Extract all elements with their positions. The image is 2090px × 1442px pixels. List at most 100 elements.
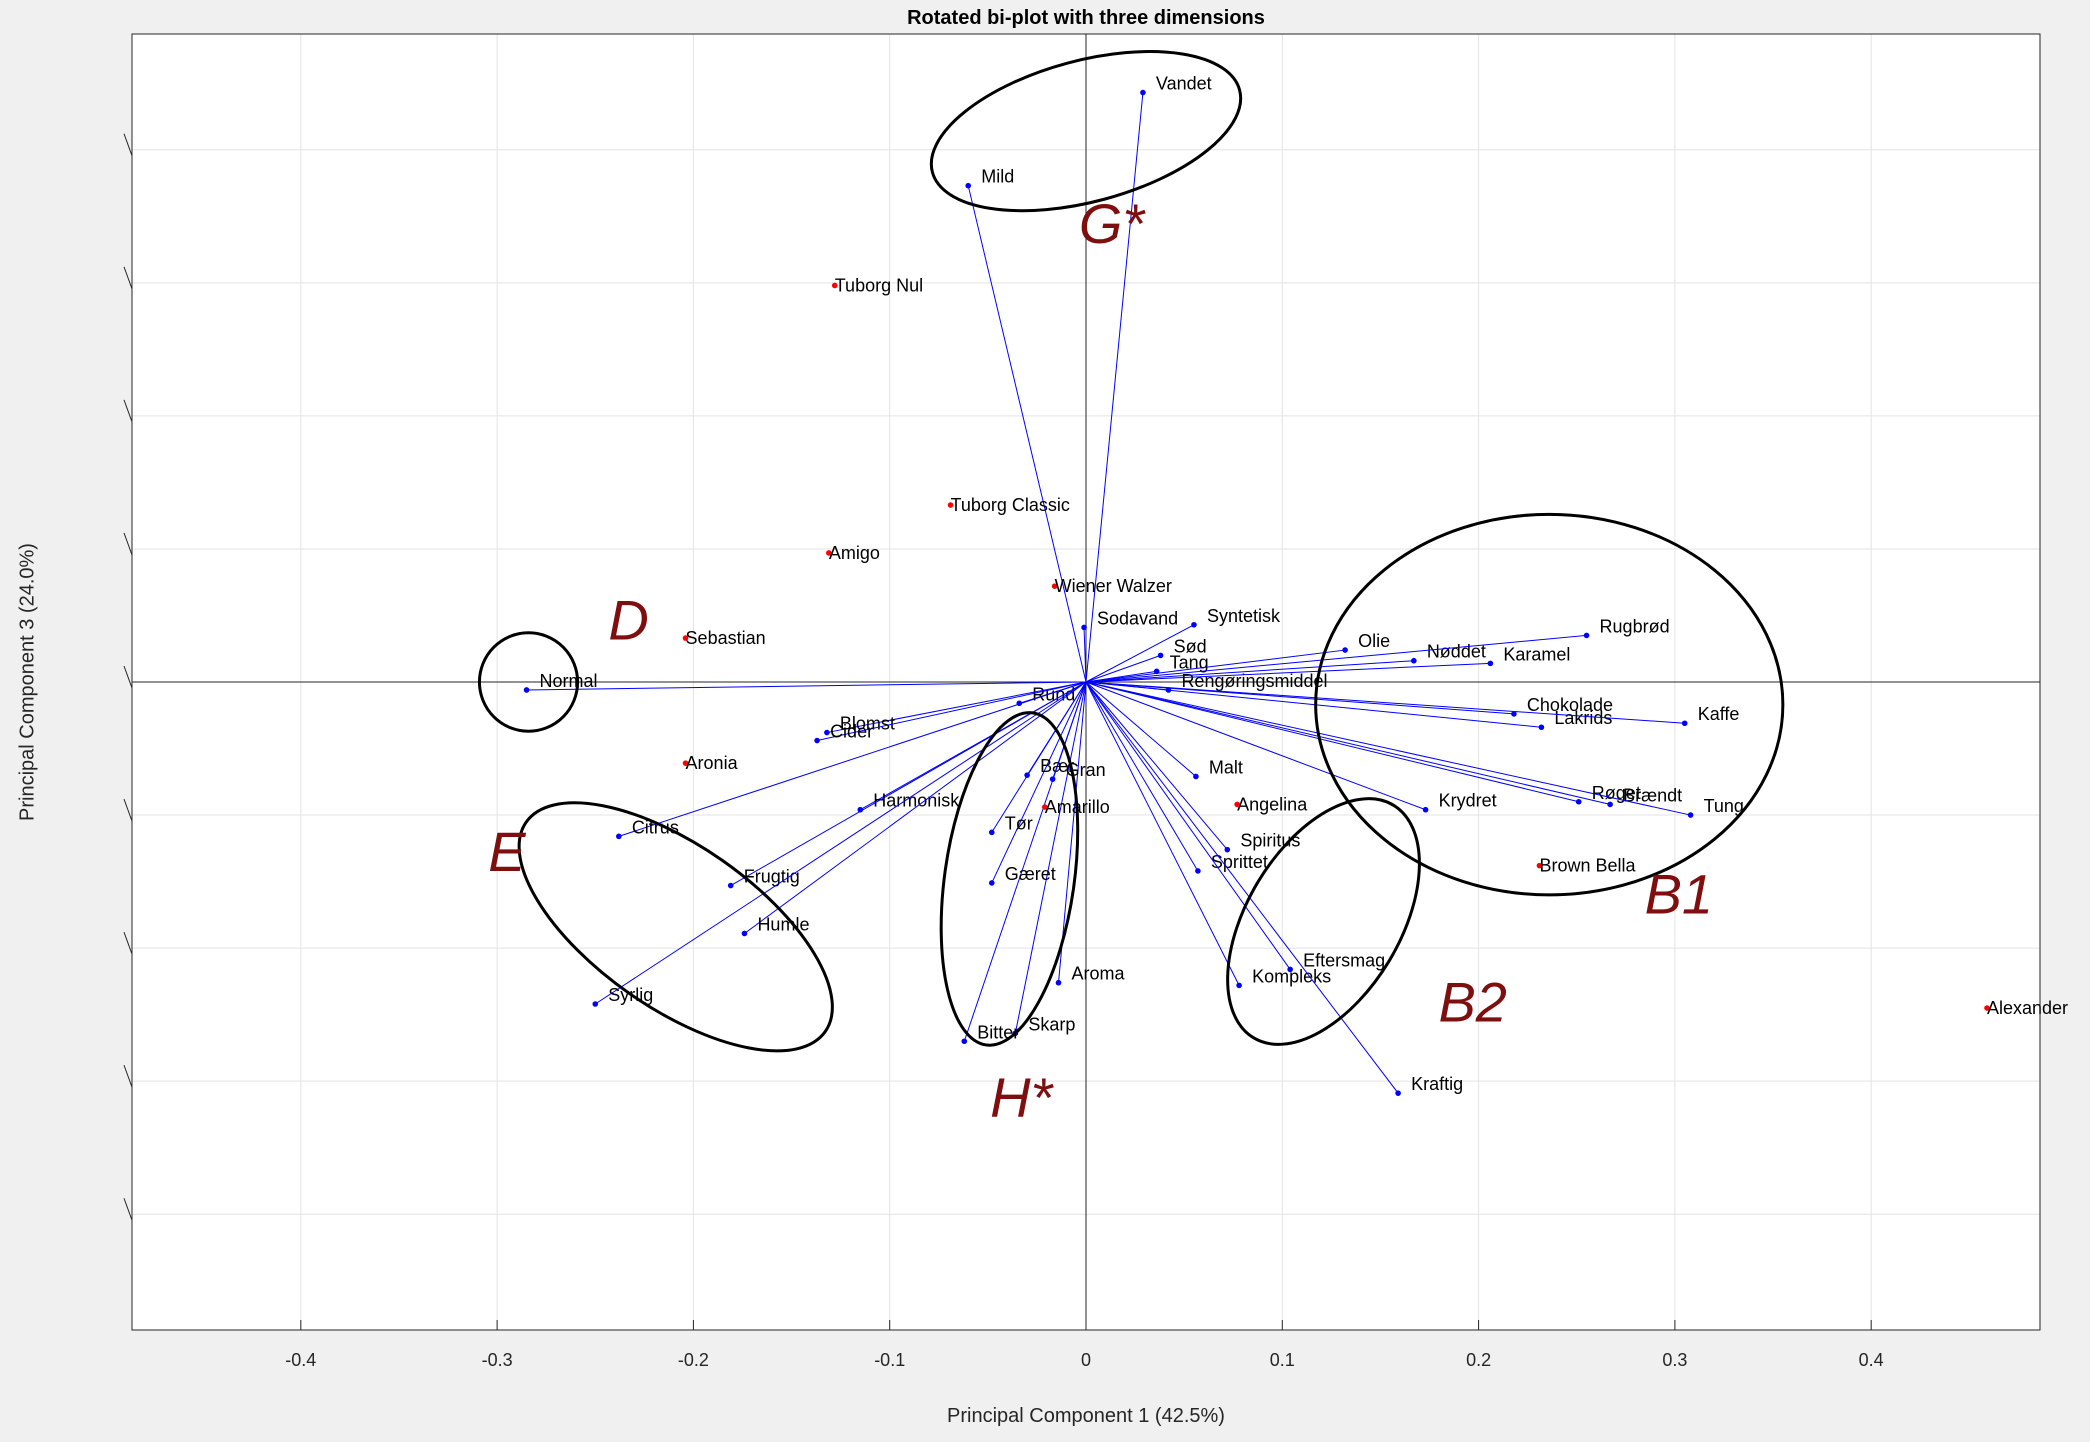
vector-label: Normal: [540, 671, 598, 691]
vector-line: [744, 681, 1087, 934]
vector-label: Brændt: [1623, 785, 1682, 805]
x-tick-label: -0.4: [285, 1350, 316, 1370]
vector-label: Kraftig: [1411, 1074, 1463, 1094]
observation-point: [826, 550, 832, 556]
group-ellipse: [929, 50, 1243, 213]
vector-tip: [1487, 660, 1494, 667]
vector-line: [1085, 681, 1291, 970]
vector-tip: [741, 930, 748, 937]
vector-tip: [965, 182, 972, 189]
y-tick: [123, 1198, 133, 1221]
vector-line: [1085, 681, 1685, 724]
vector-line: [1085, 681, 1542, 728]
vector-tip: [1049, 776, 1056, 782]
vector-line: [1085, 654, 1161, 683]
vector-line: [1085, 681, 1691, 816]
vector-label: Blomst: [840, 714, 895, 734]
vector-line: [1085, 681, 1611, 805]
vector-label: Eftersmag: [1303, 950, 1385, 970]
group-ellipse: [1226, 797, 1421, 1046]
observation-label: Angelina: [1237, 794, 1308, 814]
vector-line: [1085, 681, 1240, 986]
y-tick: [123, 133, 133, 156]
vector-label: Sprittet: [1211, 852, 1268, 872]
vector-line: [1085, 681, 1197, 777]
vector-label: Vandet: [1156, 74, 1212, 94]
vector-tip: [1583, 632, 1590, 639]
vector-tip: [1024, 772, 1030, 778]
vector-line: [1058, 681, 1087, 983]
vector-label: Lakrids: [1554, 708, 1612, 728]
vector-label: Citrus: [632, 817, 679, 837]
vector-label: Bitter: [977, 1022, 1019, 1042]
vector-label: Tung: [1704, 796, 1744, 816]
observation-label: Sebastian: [686, 628, 766, 648]
vector-label: Aroma: [1072, 964, 1126, 984]
vector-tip: [1511, 711, 1517, 717]
group-ellipse: [1314, 512, 1785, 897]
region-label: G*: [1079, 192, 1147, 255]
x-tick-label: -0.1: [874, 1350, 905, 1370]
vector-tip: [523, 687, 530, 693]
vector-label: Gæret: [1005, 864, 1056, 884]
vector-line: [967, 185, 1087, 683]
vector-label: Malt: [1209, 757, 1243, 777]
group-ellipse: [477, 631, 580, 733]
vector-line: [1085, 681, 1228, 850]
observation-point: [682, 635, 689, 641]
vector-tip: [1055, 979, 1062, 986]
vector-tip: [814, 737, 820, 744]
vector-line: [1085, 662, 1491, 683]
y-tick: [123, 931, 133, 955]
observation-label: Brown Bella: [1539, 856, 1636, 876]
vector-tip: [961, 1038, 968, 1045]
x-tick-label: 0.3: [1662, 1350, 1687, 1370]
vector-line: [1085, 681, 1579, 803]
vector-line: [826, 681, 1087, 734]
vector-label: Humle: [757, 914, 809, 934]
observation-label: Aronia: [686, 753, 739, 773]
vector-line: [594, 681, 1087, 1005]
observation-point: [1984, 1005, 1990, 1011]
y-axis-label: Principal Component 3 (24.0%): [16, 543, 38, 821]
vector-tip: [1236, 982, 1242, 989]
vector-label: Skarp: [1028, 1014, 1075, 1034]
vector-tip: [1157, 652, 1164, 659]
vector-tip: [1342, 647, 1348, 653]
vector-label: Harmonisk: [873, 791, 960, 811]
group-ellipses: [477, 50, 1785, 1053]
vector-line: [730, 681, 1087, 887]
vector-line: [1052, 681, 1087, 780]
vector-tip: [1224, 846, 1231, 853]
vector-label: Rugbrød: [1600, 616, 1670, 636]
observation-point: [682, 760, 689, 766]
x-tick-label: -0.3: [482, 1350, 513, 1370]
vector-label: Olie: [1358, 631, 1390, 651]
vector-label: Røget: [1592, 783, 1641, 803]
group-ellipse: [517, 801, 834, 1053]
observation-point: [947, 502, 954, 508]
observation-label: Tuborg Nul: [835, 275, 923, 295]
y-tick: [123, 266, 133, 289]
x-tick-label: 0.4: [1859, 1350, 1884, 1370]
vector-tip: [1538, 724, 1545, 731]
vector-tip: [1195, 868, 1201, 874]
vector-tip: [1287, 966, 1293, 973]
x-tick-label: -0.2: [678, 1350, 709, 1370]
observation-point: [1234, 801, 1240, 808]
vector-tip: [1395, 1090, 1401, 1096]
vector-line: [1083, 627, 1087, 683]
vector-label: Sød: [1174, 636, 1207, 656]
vector-label: Mild: [981, 167, 1014, 187]
vector-line: [1085, 624, 1195, 683]
vector-line: [1085, 660, 1414, 683]
vector-label: Frugtig: [744, 867, 800, 887]
vector-tip: [857, 806, 864, 813]
y-tick: [123, 798, 133, 822]
vector-tip: [616, 833, 622, 840]
vector-line: [618, 681, 1087, 837]
vector-tip: [824, 729, 830, 736]
y-tick: [123, 399, 133, 423]
observation-point: [831, 282, 838, 289]
